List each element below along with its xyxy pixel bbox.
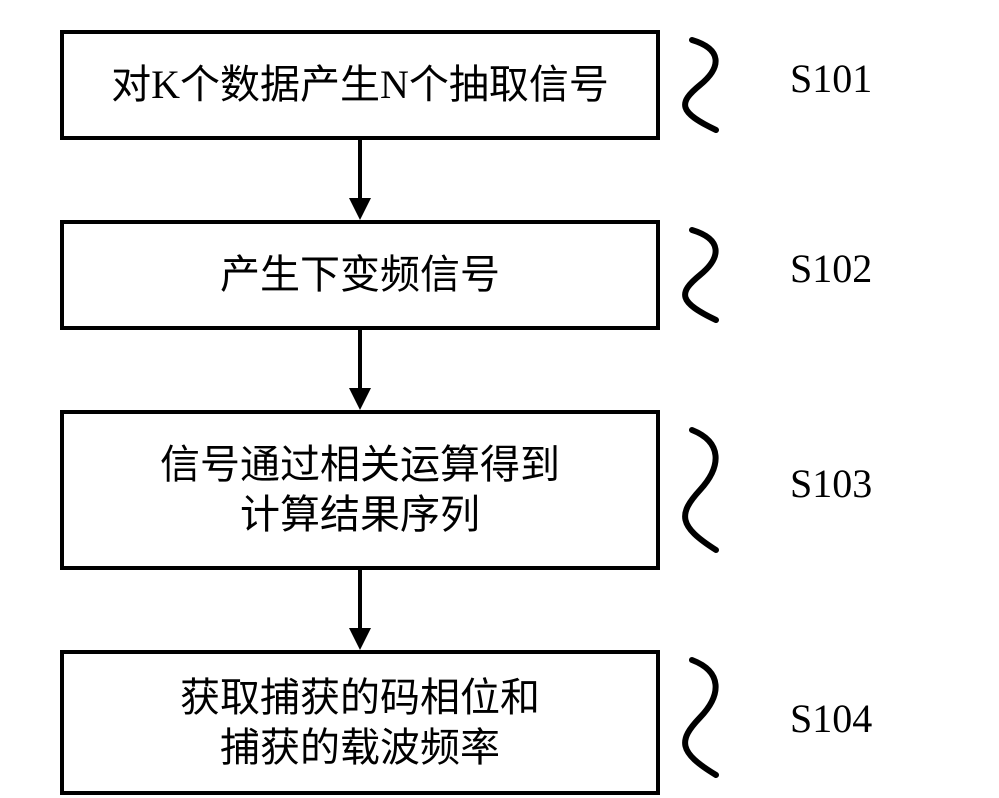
step-label-s104: S104 [790, 695, 872, 742]
flow-node-s102: 产生下变频信号 [60, 220, 660, 330]
flow-node-s104: 获取捕获的码相位和 捕获的载波频率 [60, 650, 660, 795]
step-label-s102: S102 [790, 245, 872, 292]
step-label-s103: S103 [790, 460, 872, 507]
flow-node-s101: 对K个数据产生N个抽取信号 [60, 30, 660, 140]
step-label-s101: S101 [790, 55, 872, 102]
flow-node-s103: 信号通过相关运算得到 计算结果序列 [60, 410, 660, 570]
